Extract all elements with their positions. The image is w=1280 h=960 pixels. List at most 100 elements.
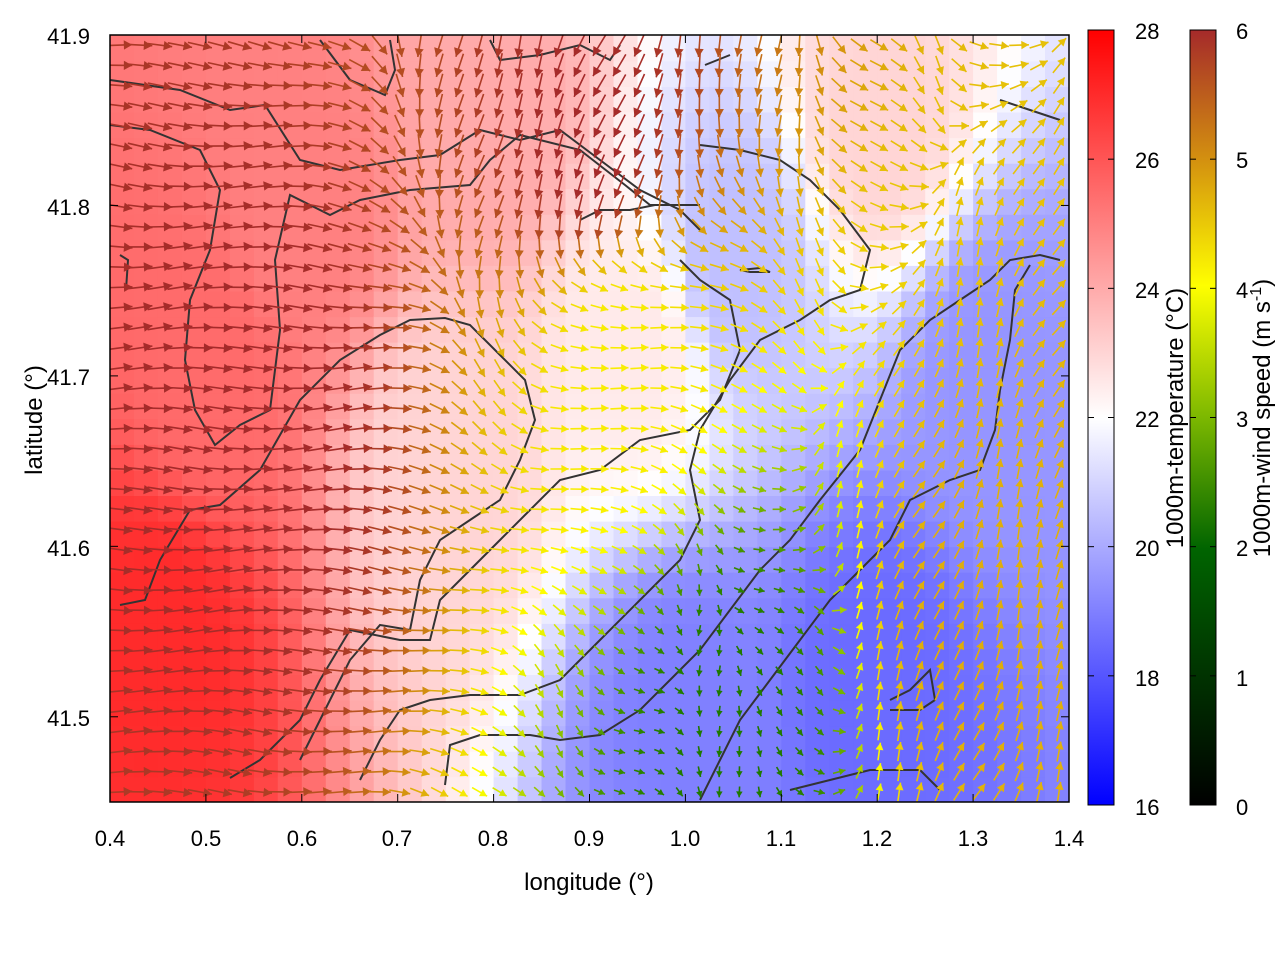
temperature-cell — [661, 60, 687, 87]
temperature-cell — [637, 623, 663, 650]
temperature-cell — [853, 341, 878, 369]
temperature-cell — [253, 623, 279, 650]
temperature-cell — [709, 35, 735, 62]
temperature-cell — [925, 137, 950, 164]
temperature-cell — [469, 571, 495, 599]
wind-vector-head — [362, 787, 372, 797]
wind-vector-head — [223, 241, 233, 252]
wind-vector-head — [263, 646, 273, 656]
wind-vector-head — [263, 625, 273, 636]
wind-speed-colorbar-label: 1000m-wind speed (m s-1) — [1248, 279, 1276, 557]
wind-vector-head — [142, 162, 153, 172]
wind-speed-colorbar: 0 1 2 3 4 5 6 1000m-wind speed (m s-1) — [1189, 19, 1276, 820]
wind-vector-head — [203, 181, 213, 191]
temperature-cell — [997, 214, 1022, 241]
temperature-cell — [349, 520, 375, 548]
contour-line — [704, 54, 731, 66]
wind-vector-head — [243, 666, 253, 676]
wind-vector-head — [223, 343, 233, 353]
temperature-cell — [181, 520, 207, 548]
wind-vector-head — [123, 342, 133, 352]
temperature-cell — [469, 776, 495, 802]
wind-vector-head — [263, 787, 272, 797]
temperature-cell — [949, 162, 974, 190]
temperature-cell — [613, 265, 639, 292]
temperature-cell — [325, 290, 351, 318]
temperature-cell — [877, 239, 902, 266]
wind-vector-head — [343, 363, 353, 373]
temperature-cell — [901, 60, 926, 87]
wind-vector-head — [362, 746, 372, 756]
temperature-cell — [493, 750, 519, 778]
wind-vector-head — [183, 645, 193, 655]
temperature-cell — [397, 674, 423, 701]
wind-vector-head — [123, 505, 133, 515]
x-tick-label: 0.5 — [191, 826, 222, 851]
wind-vector-head — [343, 504, 353, 514]
wind-vector-head — [283, 544, 293, 554]
wind-vector-head — [163, 61, 173, 71]
temperature-cell — [253, 776, 279, 802]
temperature-colorbar-tick-label: 20 — [1135, 536, 1159, 561]
temperature-cell — [1045, 648, 1069, 675]
temperature-cell — [973, 597, 998, 624]
temperature-cell — [469, 239, 495, 266]
wind-vector-head — [263, 544, 273, 554]
temperature-cell — [517, 623, 543, 650]
temperature-cell — [565, 495, 591, 522]
temperature-cell — [229, 623, 255, 650]
wind-vector-head — [163, 322, 173, 332]
wind-vector-head — [183, 505, 193, 515]
temperature-cell — [661, 674, 687, 701]
temperature-cell — [781, 571, 807, 599]
temperature-cell — [397, 367, 423, 394]
temperature-cell — [565, 597, 591, 624]
temperature-cell — [110, 776, 135, 802]
wind-vector-head — [183, 685, 193, 696]
temperature-cell — [637, 316, 663, 343]
temperature-cell — [157, 699, 183, 727]
wind-vector-head — [143, 362, 153, 373]
temperature-cell — [277, 341, 303, 369]
temperature-cell — [565, 290, 591, 318]
temperature-cell — [229, 188, 255, 215]
contour-line — [359, 144, 872, 781]
wind-vector-head — [143, 282, 153, 292]
temperature-cell — [1045, 444, 1069, 471]
temperature-cell — [925, 623, 950, 650]
temperature-cell — [925, 392, 950, 420]
temperature-cell — [1045, 162, 1069, 190]
wind-vector-head — [283, 727, 292, 737]
wind-vector-head — [163, 706, 173, 716]
temperature-cell — [901, 597, 926, 624]
wind-vector-head — [343, 666, 352, 676]
temperature-cell — [781, 35, 807, 62]
wind-vector-head — [223, 686, 233, 696]
contour-line — [739, 266, 771, 273]
wind-vector-head — [342, 423, 353, 433]
temperature-cell — [1045, 214, 1069, 241]
temperature-cell — [541, 520, 567, 548]
wind-vector-head — [342, 565, 353, 576]
temperature-cell — [733, 648, 759, 675]
temperature-cell — [229, 776, 255, 802]
wind-vector-head — [262, 61, 272, 71]
x-tick-label: 1.1 — [766, 826, 797, 851]
temperature-cell — [205, 137, 231, 164]
wind-vector-head — [142, 122, 153, 132]
wind-vector-head — [203, 261, 213, 272]
wind-vector-head — [242, 767, 252, 778]
wind-vector-head — [183, 625, 193, 635]
wind-vector-head — [182, 61, 193, 71]
wind-vector-head — [143, 302, 153, 312]
temperature-cell — [973, 546, 998, 573]
wind-vector-head — [163, 162, 173, 172]
temperature-cell — [421, 571, 447, 599]
temperature-cell — [469, 623, 495, 650]
temperature-cell — [1021, 648, 1046, 675]
temperature-cell — [301, 290, 327, 318]
temperature-cell — [997, 86, 1022, 113]
temperature-cell — [949, 495, 974, 522]
y-tick-label: 41.6 — [47, 536, 90, 561]
wind-vector-head — [263, 303, 273, 313]
